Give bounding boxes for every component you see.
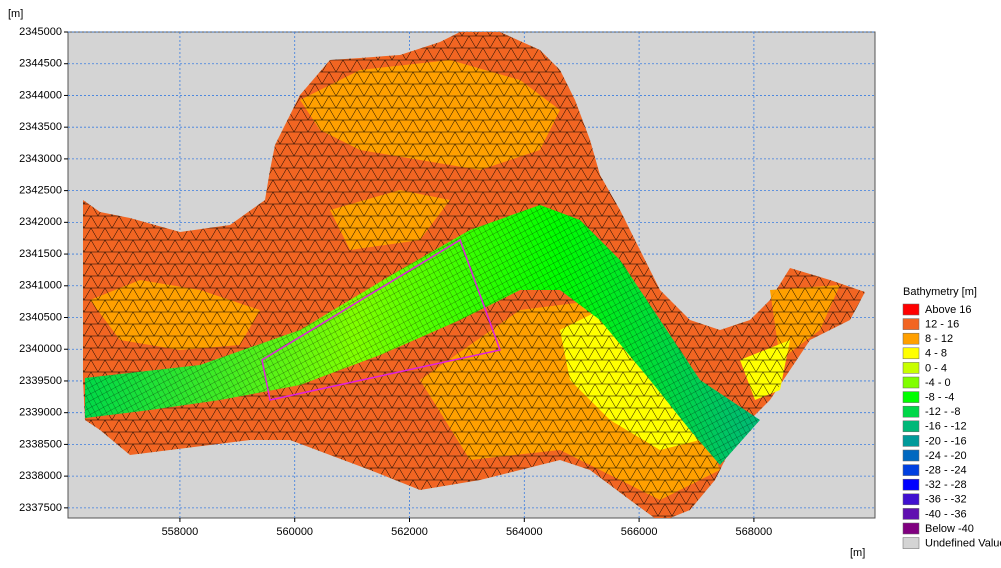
legend-label: Undefined Value: [925, 538, 1001, 550]
legend-swatch: [903, 377, 919, 388]
legend-label: -16 - -12: [925, 421, 967, 433]
legend-label: 12 - 16: [925, 319, 959, 331]
y-tick-label: 2340000: [19, 343, 62, 355]
legend-label: Below -40: [925, 523, 974, 535]
y-tick-label: 2343000: [19, 153, 62, 165]
y-tick-label: 2341000: [19, 280, 62, 292]
legend-swatch: [903, 304, 919, 315]
legend-label: Above 16: [925, 304, 971, 316]
y-tick-label: 2342500: [19, 185, 62, 197]
legend-label: -36 - -32: [925, 494, 967, 506]
y-tick-label: 2341500: [19, 248, 62, 260]
legend-title: Bathymetry [m]: [903, 286, 977, 298]
legend-label: -28 - -24: [925, 465, 967, 477]
y-tick-label: 2343500: [19, 121, 62, 133]
legend-swatch: [903, 362, 919, 373]
legend-swatch: [903, 406, 919, 417]
legend-label: 0 - 4: [925, 362, 947, 374]
y-unit: [m]: [8, 8, 23, 20]
y-tick-label: 2338500: [19, 438, 62, 450]
legend-label: 4 - 8: [925, 348, 947, 360]
legend-swatch: [903, 392, 919, 403]
legend-label: -8 - -4: [925, 392, 954, 404]
legend-swatch: [903, 435, 919, 446]
legend-swatch: [903, 348, 919, 359]
y-tick-label: 2339000: [19, 407, 62, 419]
legend-swatch: [903, 538, 919, 549]
x-unit: [m]: [850, 547, 865, 559]
y-tick-label: 2342000: [19, 216, 62, 228]
legend-swatch: [903, 319, 919, 330]
legend-label: -20 - -16: [925, 435, 967, 447]
y-tick-label: 2345000: [19, 26, 62, 38]
legend-swatch: [903, 494, 919, 505]
y-tick-label: 2344000: [19, 89, 62, 101]
y-tick-label: 2338000: [19, 470, 62, 482]
x-tick-label: 566000: [621, 526, 658, 538]
legend-swatch: [903, 523, 919, 534]
x-tick-label: 562000: [391, 526, 428, 538]
legend-label: -32 - -28: [925, 479, 967, 491]
legend-swatch: [903, 450, 919, 461]
legend-label: -4 - 0: [925, 377, 951, 389]
legend-swatch: [903, 465, 919, 476]
legend-swatch: [903, 479, 919, 490]
legend-label: 8 - 12: [925, 333, 953, 345]
y-tick-label: 2337500: [19, 502, 62, 514]
x-tick-label: 560000: [276, 526, 313, 538]
y-tick-label: 2340500: [19, 311, 62, 323]
legend-swatch: [903, 508, 919, 519]
legend-label: -12 - -8: [925, 406, 960, 418]
legend-label: -40 - -36: [925, 508, 967, 520]
legend-swatch: [903, 333, 919, 344]
x-tick-label: 558000: [162, 526, 199, 538]
x-tick-label: 564000: [506, 526, 543, 538]
x-tick-label: 568000: [736, 526, 773, 538]
y-tick-label: 2339500: [19, 375, 62, 387]
bathymetry-plot: 558000 560000 562000 564000 566000 568000 2337…: [0, 0, 1001, 563]
legend-swatch: [903, 421, 919, 432]
legend-label: -24 - -20: [925, 450, 967, 462]
y-tick-label: 2344500: [19, 58, 62, 70]
